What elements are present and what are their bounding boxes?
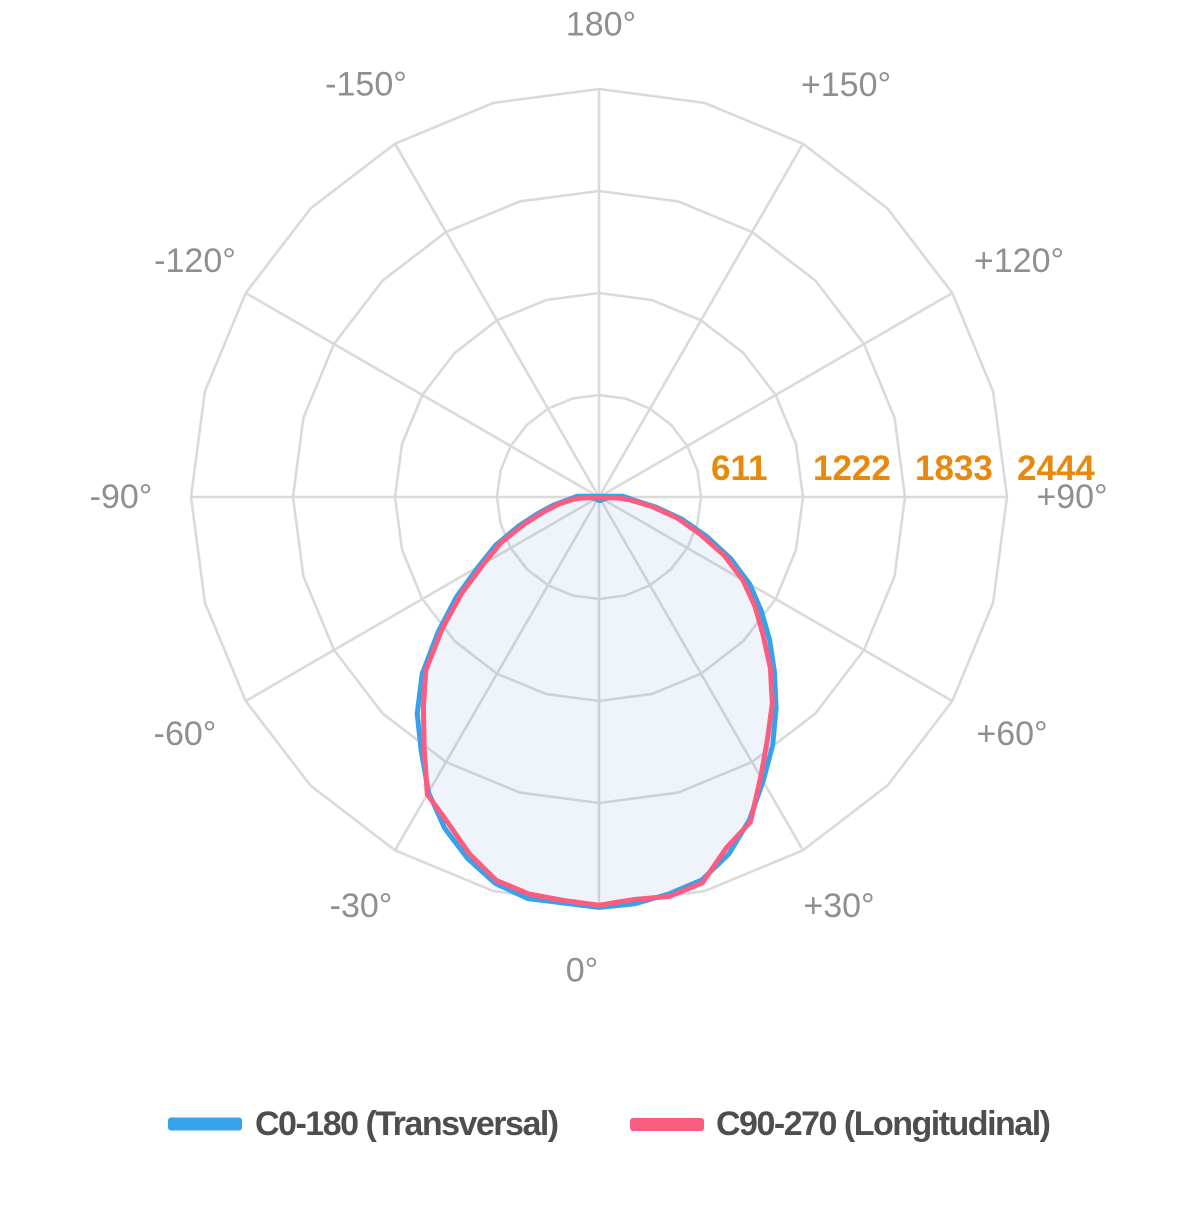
svg-text:1222: 1222: [813, 449, 891, 488]
svg-text:+120°: +120°: [974, 242, 1064, 280]
svg-text:611: 611: [711, 449, 767, 488]
svg-text:-60°: -60°: [154, 715, 217, 753]
svg-text:1833: 1833: [915, 449, 993, 488]
svg-text:C90-270 (Longitudinal): C90-270 (Longitudinal): [716, 1105, 1050, 1143]
svg-text:+30°: +30°: [803, 887, 874, 925]
svg-text:C0-180 (Transversal): C0-180 (Transversal): [255, 1105, 558, 1143]
svg-text:+90°: +90°: [1036, 478, 1107, 516]
svg-text:-90°: -90°: [90, 478, 153, 516]
svg-text:2444: 2444: [1017, 449, 1095, 488]
svg-text:0°: 0°: [566, 952, 599, 990]
svg-text:-150°: -150°: [325, 66, 407, 104]
svg-text:-120°: -120°: [154, 242, 236, 280]
svg-text:180°: 180°: [566, 6, 636, 44]
svg-text:+150°: +150°: [801, 66, 891, 104]
svg-text:+60°: +60°: [976, 715, 1047, 753]
svg-text:-30°: -30°: [330, 887, 393, 925]
